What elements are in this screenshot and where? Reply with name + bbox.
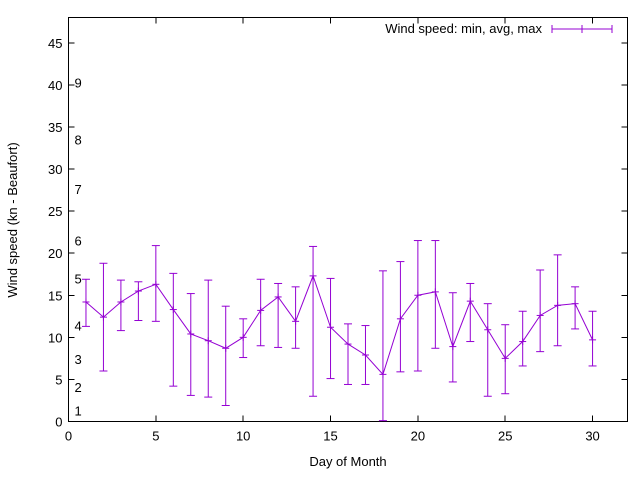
beaufort-label: 1 — [75, 404, 82, 419]
y-tick-label: 15 — [48, 288, 62, 303]
x-tick-label: 25 — [498, 429, 512, 444]
beaufort-label: 8 — [75, 133, 82, 148]
beaufort-label: 6 — [75, 234, 82, 249]
x-tick-label: 20 — [411, 429, 425, 444]
x-tick-label: 5 — [152, 429, 159, 444]
plot-border — [68, 17, 628, 422]
y-tick-label: 35 — [48, 120, 62, 135]
average-series-line — [85, 274, 594, 376]
x-tick-label: 10 — [236, 429, 250, 444]
y-tick-label: 20 — [48, 246, 62, 261]
y-tick-label: 25 — [48, 204, 62, 219]
error-bars — [81, 240, 597, 422]
beaufort-label: 7 — [75, 182, 82, 197]
beaufort-label: 9 — [75, 75, 82, 90]
average-markers — [82, 272, 597, 378]
y-tick-label: 45 — [48, 36, 62, 51]
legend: Wind speed: min, avg, max — [385, 21, 613, 36]
y-tick-label: 30 — [48, 162, 62, 177]
plot-frame — [68, 17, 628, 422]
beaufort-label: 4 — [75, 319, 82, 334]
beaufort-scale-labels: 1 2 3 4 5 6 7 8 9 — [75, 75, 82, 418]
x-tick-label: 0 — [65, 429, 72, 444]
beaufort-label: 3 — [75, 352, 82, 367]
y-tick-label: 10 — [48, 330, 62, 345]
x-axis-title: Day of Month — [309, 454, 386, 469]
beaufort-label: 5 — [75, 271, 82, 286]
x-tick-label: 30 — [585, 429, 599, 444]
x-tick-label: 15 — [323, 429, 337, 444]
y-tick-label: 40 — [48, 78, 62, 93]
beaufort-label: 2 — [75, 380, 82, 395]
x-axis: 0 5 10 15 20 25 30 — [65, 17, 600, 444]
legend-sample-errorbar — [551, 25, 613, 33]
y-tick-label: 0 — [55, 415, 62, 430]
y-axis-title: Wind speed (kn - Beaufort) — [5, 142, 20, 297]
legend-label: Wind speed: min, avg, max — [385, 21, 542, 36]
y-tick-label: 5 — [55, 372, 62, 387]
